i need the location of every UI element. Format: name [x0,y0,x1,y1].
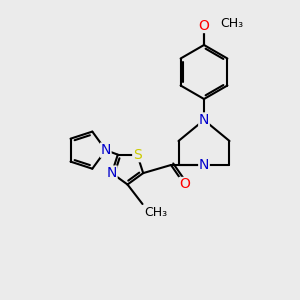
Text: CH₃: CH₃ [144,206,167,218]
Text: N: N [199,158,209,172]
Text: O: O [179,178,190,191]
Text: O: O [199,19,209,32]
Text: N: N [106,166,117,180]
Text: N: N [100,143,111,157]
Text: S: S [133,148,142,162]
Text: N: N [199,113,209,127]
Text: CH₃: CH₃ [220,17,244,31]
